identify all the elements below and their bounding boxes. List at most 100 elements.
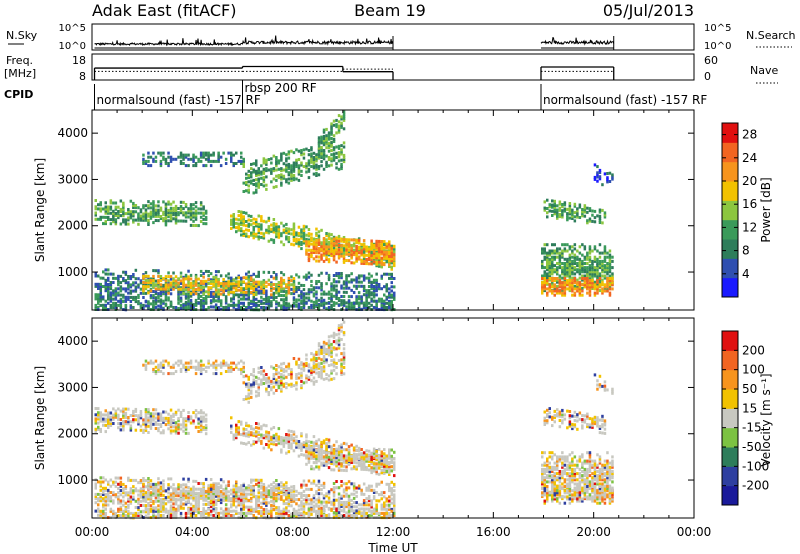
heatmap-cell	[142, 497, 145, 501]
heatmap-cell	[315, 280, 318, 283]
heatmap-cell	[295, 298, 298, 302]
heatmap-cell	[174, 410, 178, 414]
heatmap-cell	[247, 270, 250, 274]
heatmap-cell	[377, 285, 381, 289]
heatmap-cell	[591, 219, 594, 223]
heatmap-cell	[119, 505, 123, 509]
cpid-entry: normalsound (fast) -157 RF	[97, 93, 261, 107]
heatmap-cell	[219, 307, 223, 311]
heatmap-cell	[365, 245, 368, 249]
heatmap-cell	[385, 272, 388, 276]
heatmap-cell	[325, 242, 328, 246]
heatmap-cell	[127, 499, 130, 503]
heatmap-cell	[310, 279, 313, 283]
heatmap-cell	[300, 234, 303, 238]
heatmap-cell	[588, 245, 592, 249]
heatmap-cell	[147, 408, 150, 412]
heatmap-cell	[275, 231, 278, 234]
heatmap-cell	[144, 304, 148, 308]
heatmap-cell	[154, 219, 158, 222]
heatmap-cell	[342, 258, 346, 262]
heatmap-cell	[322, 149, 326, 152]
heatmap-cell	[282, 273, 286, 277]
heatmap-cell	[300, 485, 303, 489]
heatmap-cell	[598, 283, 602, 287]
heatmap-cell	[159, 206, 163, 210]
heatmap-cell	[199, 359, 203, 363]
heatmap-cell	[104, 497, 107, 501]
heatmap-cell	[189, 303, 193, 307]
heatmap-cell	[603, 247, 607, 251]
heatmap-cell	[232, 497, 235, 501]
heatmap-cell	[247, 174, 250, 177]
heatmap-cell	[270, 301, 273, 305]
heatmap-cell	[312, 504, 316, 508]
heatmap-cell	[332, 152, 336, 156]
heatmap-cell	[362, 507, 366, 511]
heatmap-cell	[177, 504, 180, 508]
heatmap-cell	[157, 279, 160, 283]
heatmap-cell	[362, 306, 366, 309]
heatmap-cell	[332, 278, 336, 282]
heatmap-cell	[212, 282, 215, 285]
heatmap-cell	[571, 287, 574, 291]
heatmap-cell	[337, 126, 341, 130]
heatmap-cell	[380, 276, 383, 280]
heatmap-cell	[169, 504, 173, 508]
heatmap-cell	[322, 300, 326, 304]
heatmap-cell	[563, 247, 567, 251]
heatmap-cell	[235, 217, 238, 221]
heatmap-cell	[164, 202, 168, 206]
heatmap-cell	[347, 252, 351, 256]
heatmap-cell	[209, 278, 213, 282]
heatmap-cell	[280, 152, 283, 156]
heatmap-cell	[312, 151, 316, 155]
heatmap-cell	[202, 272, 205, 275]
heatmap-cell	[576, 287, 579, 291]
heatmap-cell	[129, 212, 133, 216]
heatmap-cell	[300, 149, 303, 152]
heatmap-cell	[566, 214, 569, 218]
heatmap-cell	[245, 290, 248, 294]
heatmap-cell	[162, 359, 165, 363]
heatmap-cell	[290, 228, 293, 232]
heatmap-cell	[187, 417, 190, 421]
heatmap-cell	[591, 268, 594, 272]
heatmap-cell	[94, 303, 97, 307]
heatmap-cell	[114, 295, 118, 299]
heatmap-cell	[245, 286, 248, 290]
heatmap-cell	[553, 270, 556, 274]
heatmap-cell	[556, 270, 559, 274]
heatmap-cell	[317, 236, 321, 240]
heatmap-cell	[207, 274, 210, 278]
heatmap-cell	[285, 489, 288, 493]
heatmap-cell	[199, 415, 203, 419]
heatmap-cell	[117, 283, 120, 287]
heatmap-cell	[292, 281, 296, 285]
heatmap-cell	[179, 296, 183, 300]
heatmap-cell	[347, 299, 351, 303]
heatmap-cell	[179, 504, 183, 508]
heatmap-cell	[541, 264, 544, 268]
heatmap-cell	[272, 230, 276, 234]
heatmap-cell	[342, 158, 346, 161]
heatmap-cell	[177, 506, 180, 510]
heatmap-cell	[380, 252, 383, 256]
heatmap-cell	[546, 268, 549, 272]
heatmap-cell	[242, 503, 245, 507]
heatmap-cell	[227, 290, 230, 294]
heatmap-cell	[172, 425, 175, 429]
heatmap-cell	[360, 299, 363, 303]
heatmap-cell	[199, 367, 203, 371]
heatmap-cell	[122, 409, 125, 413]
heatmap-cell	[315, 259, 318, 263]
heatmap-cell	[149, 479, 153, 483]
heatmap-cell	[601, 183, 604, 187]
heatmap-cell	[267, 229, 271, 233]
heatmap-cell	[558, 276, 562, 280]
heatmap-cell	[97, 282, 100, 286]
heatmap-cell	[169, 159, 173, 163]
heatmap-cell	[159, 164, 163, 168]
heatmap-cell	[194, 372, 198, 376]
heatmap-cell	[227, 272, 230, 276]
